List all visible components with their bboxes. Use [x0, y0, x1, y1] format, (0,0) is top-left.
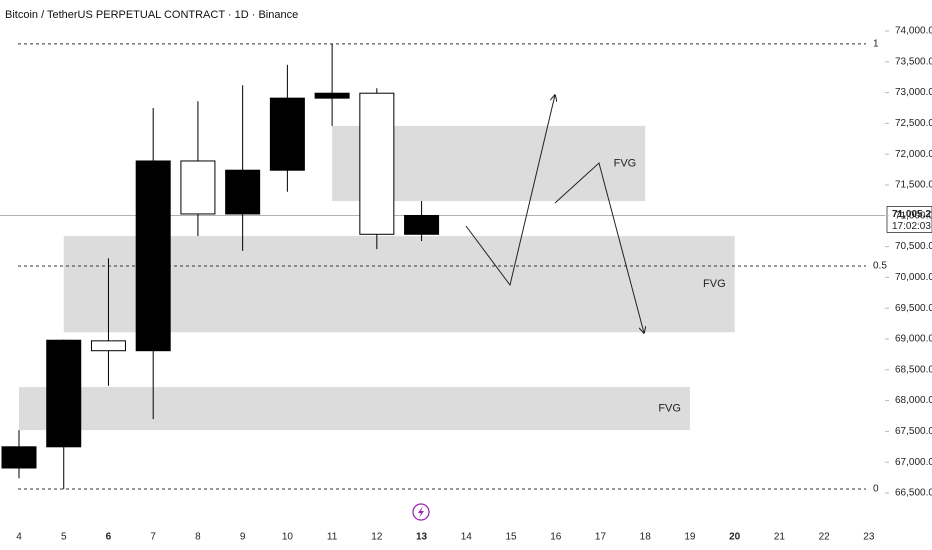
y-tick-label: 68,000.0: [895, 395, 932, 406]
x-tick-label: 19: [684, 532, 696, 543]
y-tick-label: 69,000.0: [895, 334, 932, 345]
x-tick-label: 18: [640, 532, 652, 543]
projection-arrow: [465, 95, 555, 287]
candle-body: [404, 214, 440, 235]
x-tick-label: 14: [461, 532, 473, 543]
x-tick-label: 13: [416, 532, 428, 543]
y-tick-label: 71,500.0: [895, 180, 932, 191]
y-tick-label: 72,500.0: [895, 118, 932, 129]
candle-body: [225, 169, 261, 215]
x-tick-label: 17: [595, 532, 607, 543]
x-tick-label: 23: [863, 532, 875, 543]
y-tick-label: 69,500.0: [895, 303, 932, 314]
x-tick-label: 6: [106, 532, 112, 543]
x-tick-label: 15: [505, 532, 517, 543]
candle-body: [269, 97, 305, 171]
x-tick-label: 21: [774, 532, 786, 543]
y-tick-label: 70,500.0: [895, 241, 932, 252]
x-tick-label: 7: [150, 532, 156, 543]
fvg-zone: [19, 387, 690, 431]
fvg-label: FVG: [614, 157, 637, 169]
candle-body: [46, 339, 82, 448]
y-tick-label: 71,000.0: [895, 210, 932, 221]
y-tick-label: 70,000.0: [895, 272, 932, 283]
candle-body: [90, 340, 126, 352]
y-tick-label: 68,500.0: [895, 364, 932, 375]
projection-arrow: [554, 162, 644, 333]
fvg-label: FVG: [658, 403, 681, 415]
y-tick-label: 67,500.0: [895, 426, 932, 437]
fib-label: 0: [873, 484, 879, 495]
fib-label: 1: [873, 39, 879, 50]
chart-title: Bitcoin / TetherUS PERPETUAL CONTRACT · …: [5, 9, 298, 21]
countdown: 17:02:03: [892, 221, 931, 232]
x-tick-label: 4: [16, 532, 22, 543]
candle-body: [180, 160, 216, 215]
x-tick-label: 9: [240, 532, 246, 543]
price-label: 71,005.2: [892, 209, 931, 220]
x-tick-label: 11: [327, 532, 338, 543]
x-tick-label: 20: [729, 532, 741, 543]
y-tick-label: 72,000.0: [895, 149, 932, 160]
event-icon: [412, 503, 430, 521]
x-tick-label: 16: [550, 532, 562, 543]
y-tick-label: 74,000.0: [895, 26, 932, 37]
x-tick-label: 12: [371, 532, 383, 543]
candle-body: [359, 92, 395, 235]
fib-label: 0.5: [873, 261, 887, 272]
candle-body: [314, 92, 350, 99]
y-tick-label: 73,500.0: [895, 56, 932, 67]
fvg-label: FVG: [703, 278, 726, 290]
y-tick-label: 67,000.0: [895, 457, 932, 468]
candle-body: [135, 160, 171, 352]
x-tick-label: 5: [61, 532, 67, 543]
levels: 1 0.5 0 71,005.217:02:03: [0, 39, 932, 495]
candle-body: [1, 446, 37, 469]
x-tick-label: 10: [282, 532, 294, 543]
price-box: [886, 206, 932, 233]
candles: [1, 43, 440, 490]
y-tick-label: 73,000.0: [895, 87, 932, 98]
x-tick-label: 8: [195, 532, 201, 543]
y-tick-label: 66,500.0: [895, 488, 932, 499]
zones: FVG FVG FVG: [19, 125, 735, 431]
x-tick-label: 22: [819, 532, 831, 543]
